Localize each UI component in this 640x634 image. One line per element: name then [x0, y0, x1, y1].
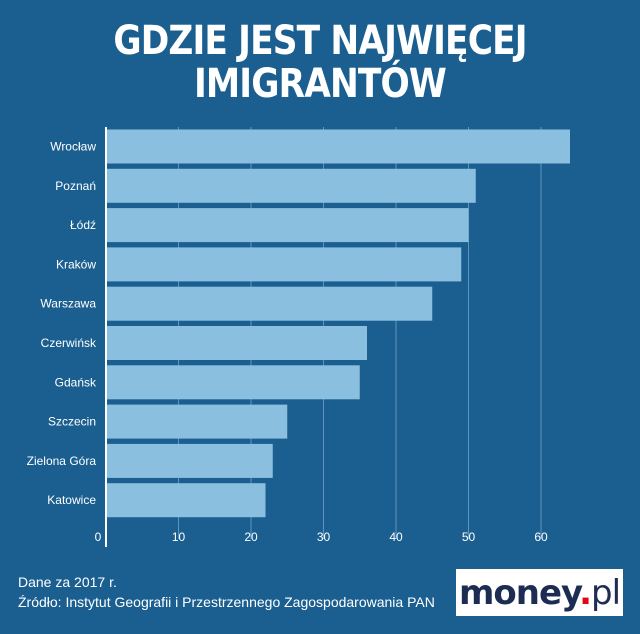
logo-tld: pl: [590, 572, 621, 613]
x-tick-label: 40: [389, 530, 403, 544]
source-note: Źródło: Instytut Geografii i Przestrzenn…: [18, 594, 435, 610]
title-line-1: GDZIE JEST NAJWIĘCEJ: [113, 18, 527, 64]
bar: [106, 326, 367, 360]
bar: [106, 168, 476, 203]
category-label: Poznań: [55, 179, 96, 193]
bar: [106, 404, 288, 439]
category-label: Wrocław: [50, 140, 96, 154]
x-tick-label: 0: [95, 530, 102, 544]
category-label: Zielona Góra: [27, 454, 97, 468]
x-tick-label: 60: [534, 530, 548, 544]
category-label: Gdańsk: [55, 375, 97, 389]
bars: [106, 129, 570, 518]
bar: [106, 483, 266, 518]
category-label: Łódź: [70, 218, 96, 232]
category-labels: Wrocław Poznań Łódź Kraków Warszawa Czerwińsk…: [27, 140, 97, 508]
category-label: Kraków: [56, 257, 96, 271]
logo-wordmark: money.pl: [458, 572, 621, 613]
x-tick-label: 10: [172, 530, 186, 544]
category-label: Szczecin: [48, 415, 96, 429]
chart-title: GDZIE JEST NAJWIĘCEJ IMIGRANTÓW: [45, 20, 595, 106]
bar-chart: Wrocław Poznań Łódź Kraków Warszawa Czerwińsk…: [27, 127, 570, 547]
logo-dot: .: [579, 572, 592, 613]
money-pl-logo: money.pl: [456, 569, 623, 616]
bar: [106, 129, 570, 164]
logo-brand: money: [458, 572, 580, 613]
category-label: Katowice: [47, 493, 96, 507]
x-tick-label: 30: [317, 530, 331, 544]
footer: Dane za 2017 r. Źródło: Instytut Geograf…: [18, 572, 435, 612]
title-line-2: IMIGRANTÓW: [193, 61, 447, 107]
x-tick-labels: 0 10 20 30 40 50 60: [95, 530, 548, 544]
x-tick-label: 50: [462, 530, 476, 544]
bar: [106, 443, 273, 478]
x-tick-label: 20: [244, 530, 258, 544]
bar: [106, 208, 469, 243]
bar: [106, 247, 462, 282]
category-label: Warszawa: [40, 297, 96, 311]
data-year-note: Dane za 2017 r.: [18, 574, 117, 590]
bar: [106, 286, 433, 321]
category-label: Czerwińsk: [41, 336, 97, 350]
bar: [106, 365, 360, 400]
